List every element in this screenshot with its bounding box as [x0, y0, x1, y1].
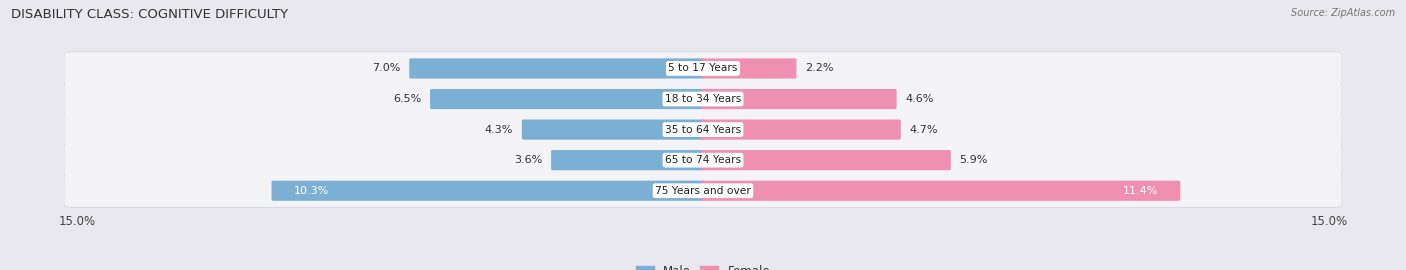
FancyBboxPatch shape — [702, 120, 901, 140]
FancyBboxPatch shape — [702, 150, 950, 170]
Text: 2.2%: 2.2% — [806, 63, 834, 73]
Text: 3.6%: 3.6% — [515, 155, 543, 165]
Text: 75 Years and over: 75 Years and over — [655, 186, 751, 196]
Text: 11.4%: 11.4% — [1122, 186, 1157, 196]
Text: 5.9%: 5.9% — [960, 155, 988, 165]
FancyBboxPatch shape — [271, 181, 704, 201]
FancyBboxPatch shape — [702, 58, 796, 79]
FancyBboxPatch shape — [65, 144, 1341, 176]
FancyBboxPatch shape — [551, 150, 704, 170]
FancyBboxPatch shape — [65, 52, 1341, 85]
FancyBboxPatch shape — [65, 174, 1341, 208]
Legend: Male, Female: Male, Female — [636, 265, 770, 270]
Text: 18 to 34 Years: 18 to 34 Years — [665, 94, 741, 104]
Text: 4.6%: 4.6% — [905, 94, 934, 104]
FancyBboxPatch shape — [65, 174, 1341, 207]
Text: 7.0%: 7.0% — [373, 63, 401, 73]
FancyBboxPatch shape — [702, 181, 1181, 201]
Text: 10.3%: 10.3% — [294, 186, 329, 196]
FancyBboxPatch shape — [430, 89, 704, 109]
Text: DISABILITY CLASS: COGNITIVE DIFFICULTY: DISABILITY CLASS: COGNITIVE DIFFICULTY — [11, 8, 288, 21]
Text: Source: ZipAtlas.com: Source: ZipAtlas.com — [1291, 8, 1395, 18]
Text: 4.3%: 4.3% — [485, 124, 513, 135]
FancyBboxPatch shape — [65, 113, 1341, 146]
FancyBboxPatch shape — [409, 58, 704, 79]
FancyBboxPatch shape — [65, 52, 1341, 85]
Text: 35 to 64 Years: 35 to 64 Years — [665, 124, 741, 135]
FancyBboxPatch shape — [65, 83, 1341, 115]
FancyBboxPatch shape — [65, 82, 1341, 116]
Text: 5 to 17 Years: 5 to 17 Years — [668, 63, 738, 73]
FancyBboxPatch shape — [702, 89, 897, 109]
Text: 4.7%: 4.7% — [910, 124, 938, 135]
FancyBboxPatch shape — [522, 120, 704, 140]
Text: 65 to 74 Years: 65 to 74 Years — [665, 155, 741, 165]
FancyBboxPatch shape — [65, 143, 1341, 177]
FancyBboxPatch shape — [65, 113, 1341, 146]
Text: 6.5%: 6.5% — [394, 94, 422, 104]
